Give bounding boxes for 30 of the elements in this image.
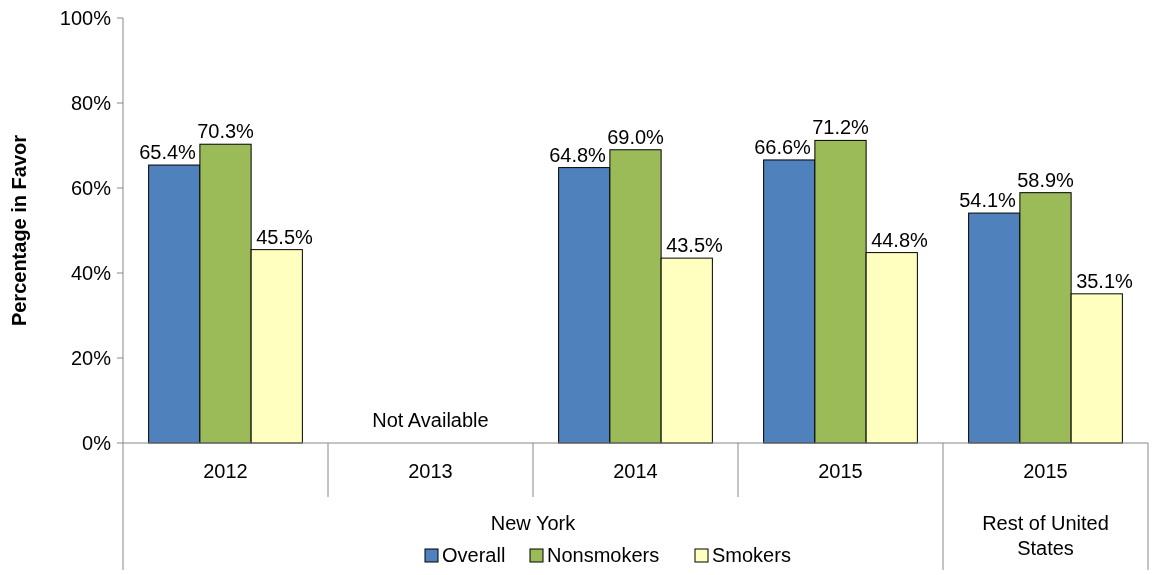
data-label: 64.8% xyxy=(549,143,607,166)
legend-label: Nonsmokers xyxy=(547,544,660,566)
x-tick-label: 2014 xyxy=(613,460,658,482)
data-label: 65.4% xyxy=(139,141,197,164)
y-tick-label: 100% xyxy=(59,7,112,29)
data-label: 71.2% xyxy=(812,116,870,139)
data-label: 54.1% xyxy=(959,189,1017,212)
legend-label: Overall xyxy=(442,544,506,566)
data-label: 45.5% xyxy=(256,225,314,248)
x-tick-label: 2013 xyxy=(408,460,453,482)
text: Rest of United States xyxy=(982,512,1109,559)
y-tick-label: 80% xyxy=(70,92,112,114)
y-tick-label: 0% xyxy=(82,432,112,454)
data-label: 44.8% xyxy=(871,228,929,251)
annotation: Not Available xyxy=(372,409,489,431)
y-tick-label: 20% xyxy=(70,347,112,369)
data-label: 43.5% xyxy=(666,234,724,257)
data-label: 35.1% xyxy=(1076,269,1134,292)
y-axis-title: Percentage in Favor xyxy=(8,134,30,327)
data-label: 69.0% xyxy=(607,125,665,148)
text: New York xyxy=(490,512,577,534)
x-tick-label: 2012 xyxy=(203,460,248,482)
data-label: 58.9% xyxy=(1017,168,1075,191)
data-label: 66.6% xyxy=(754,135,812,158)
x-tick-label: 2015 xyxy=(818,460,863,482)
data-label: 70.3% xyxy=(197,120,255,143)
y-tick-label: 40% xyxy=(70,262,112,284)
y-tick-label: 60% xyxy=(70,177,112,199)
x-tick-label: 2015 xyxy=(1023,460,1068,482)
legend-label: Smokers xyxy=(712,544,791,566)
